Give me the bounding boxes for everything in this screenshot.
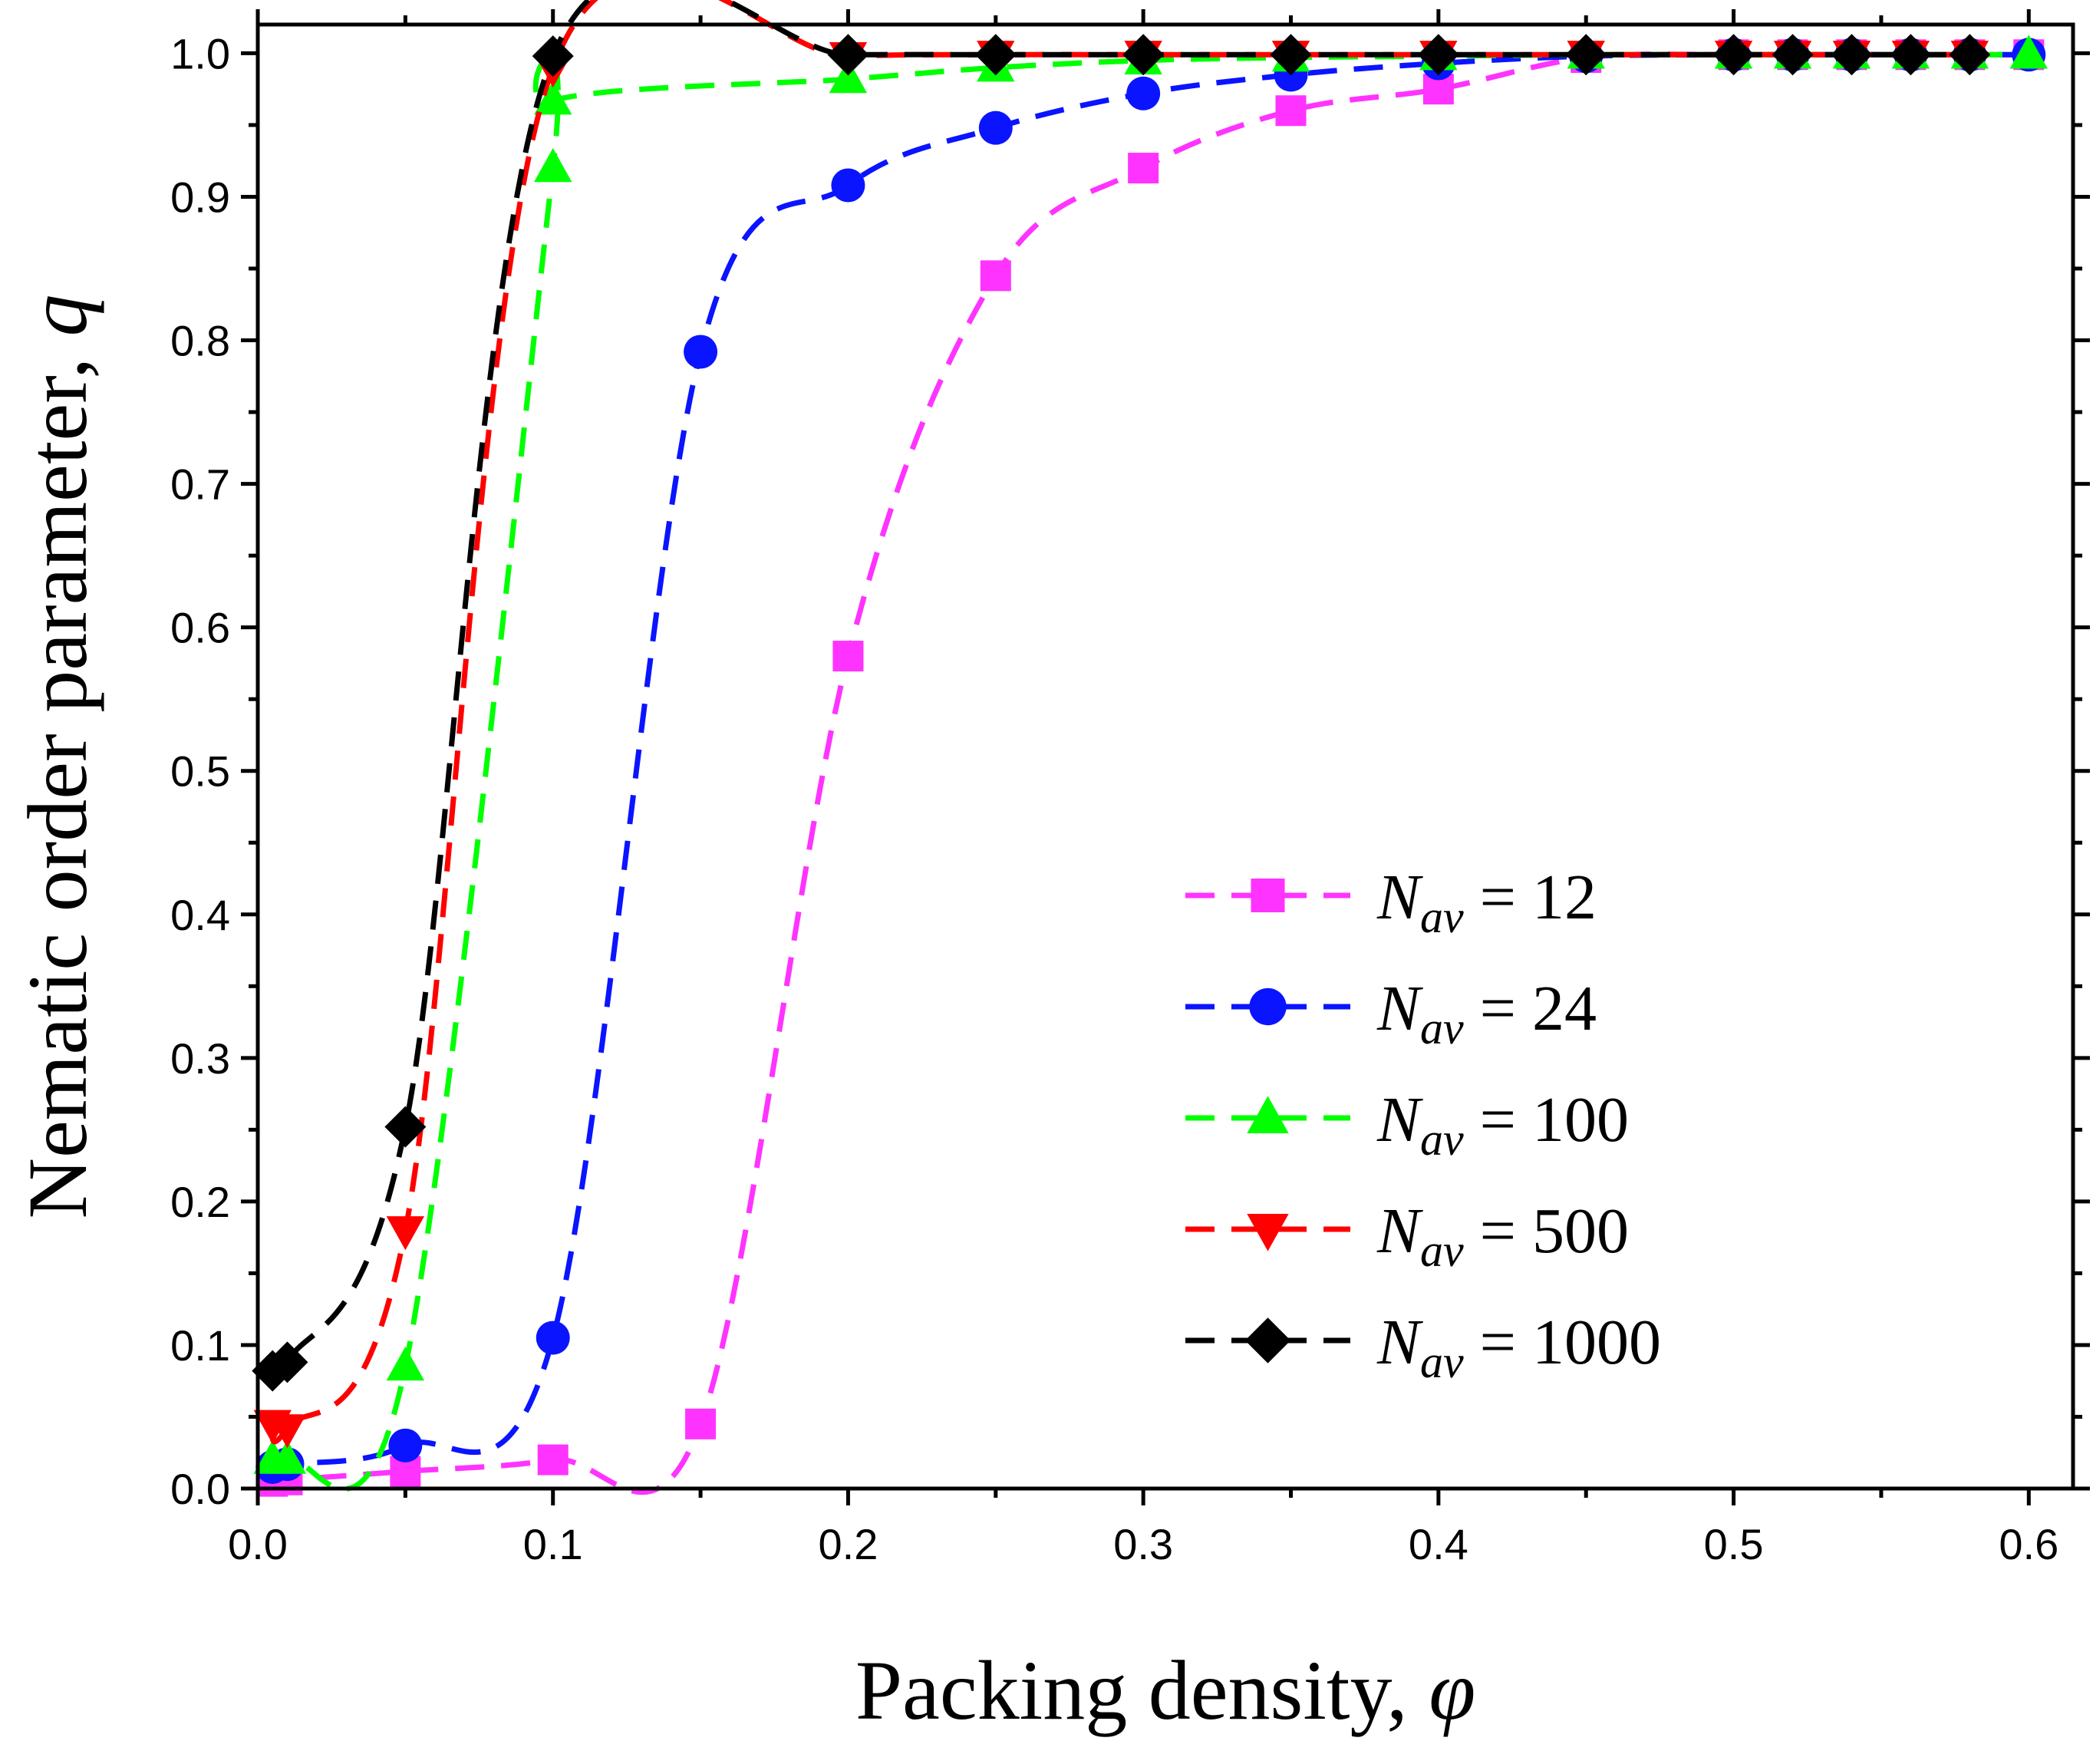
data-point (829, 59, 868, 94)
legend-label: Nav = 24 (1376, 973, 1597, 1053)
y-tick-label: 0.4 (170, 891, 230, 939)
x-axis-title: Packing density, φ (855, 1644, 1475, 1737)
axis-ticks: 0.0 0.1 0.2 0.3 0.4 0.5 0.6 0.0 0.1 0.2 0.3 0.4 0.5 0… (170, 9, 2090, 1568)
legend-marker (1244, 1317, 1291, 1363)
legend-item: Nav = 1000 (1185, 1307, 1661, 1387)
y-tick-label: 0.3 (170, 1034, 230, 1083)
x-tick-label: 0.2 (819, 1520, 878, 1568)
y-tick-label: 1.0 (170, 29, 230, 77)
data-point (684, 335, 718, 369)
y-tick-label: 0.7 (170, 460, 230, 509)
data-point (268, 1414, 307, 1449)
data-point (266, 1341, 308, 1383)
data-point (980, 260, 1011, 292)
x-tick-label: 0.4 (1409, 1520, 1468, 1568)
legend-label: Nav = 1000 (1376, 1307, 1661, 1387)
legend-label: Nav = 100 (1376, 1084, 1629, 1165)
legend-item: Nav = 500 (1185, 1195, 1629, 1276)
series-line (269, 51, 2029, 1470)
y-tick-label: 0.6 (170, 604, 230, 652)
data-point (1126, 76, 1161, 110)
data-point (384, 1106, 427, 1148)
series-2 (253, 35, 2048, 1492)
data-point (1565, 34, 1607, 76)
data-point (532, 35, 574, 77)
data-point (1270, 34, 1312, 76)
x-tick-label: 0.6 (1999, 1520, 2058, 1568)
data-point (534, 148, 572, 183)
data-point (386, 1347, 425, 1381)
series-layer (252, 0, 2048, 1497)
data-point (1417, 34, 1459, 76)
data-point (1122, 34, 1165, 76)
series-1 (255, 38, 2046, 1484)
data-point (1275, 95, 1307, 127)
data-point (386, 1216, 425, 1251)
data-point (1712, 34, 1755, 76)
y-tick-label: 0.8 (170, 317, 230, 365)
data-point (974, 34, 1017, 76)
x-tick-label: 0.5 (1704, 1520, 1764, 1568)
y-tick-label: 0.5 (170, 747, 230, 796)
data-point (1949, 34, 1991, 76)
series-line (269, 51, 2029, 1495)
plot-frame (255, 22, 2075, 1491)
data-point (537, 1444, 569, 1475)
series-0 (257, 39, 2045, 1497)
data-point (388, 1428, 423, 1462)
data-point (831, 168, 865, 203)
series-line (269, 51, 2029, 1492)
series-4 (252, 0, 1991, 1392)
data-point (536, 1321, 570, 1355)
legend: Nav = 12 Nav = 24 Nav = 100 Nav = 500 Nav = … (1185, 862, 1661, 1387)
data-point (827, 34, 869, 76)
legend-item: Nav = 100 (1185, 1084, 1629, 1165)
data-point (534, 81, 572, 115)
legend-marker (1247, 1096, 1289, 1134)
data-point (978, 110, 1013, 145)
series-line (269, 0, 1970, 1386)
data-point (1831, 34, 1873, 76)
legend-item: Nav = 12 (1185, 862, 1597, 942)
data-point (1128, 153, 1159, 184)
legend-marker (1247, 1213, 1289, 1251)
data-point (685, 1408, 717, 1439)
legend-label: Nav = 500 (1376, 1195, 1629, 1276)
y-tick-label: 0.9 (170, 173, 230, 221)
y-tick-label: 0.1 (170, 1321, 230, 1370)
x-tick-label: 0.1 (523, 1520, 583, 1568)
data-point (1890, 34, 1932, 76)
y-tick-label: 0.0 (170, 1465, 230, 1513)
data-point (2009, 35, 2048, 69)
x-tick-label: 0.0 (228, 1520, 288, 1568)
legend-label: Nav = 12 (1376, 862, 1597, 942)
data-point (832, 641, 864, 672)
legend-item: Nav = 24 (1185, 973, 1597, 1053)
data-point (268, 1439, 307, 1474)
data-point (1772, 34, 1814, 76)
x-tick-label: 0.3 (1113, 1520, 1173, 1568)
legend-marker (1249, 988, 1287, 1026)
y-tick-label: 0.2 (170, 1178, 230, 1226)
y-axis-title: Nematic order parameter, q (11, 295, 104, 1219)
series-line (269, 0, 1970, 1445)
legend-marker (1251, 879, 1285, 912)
